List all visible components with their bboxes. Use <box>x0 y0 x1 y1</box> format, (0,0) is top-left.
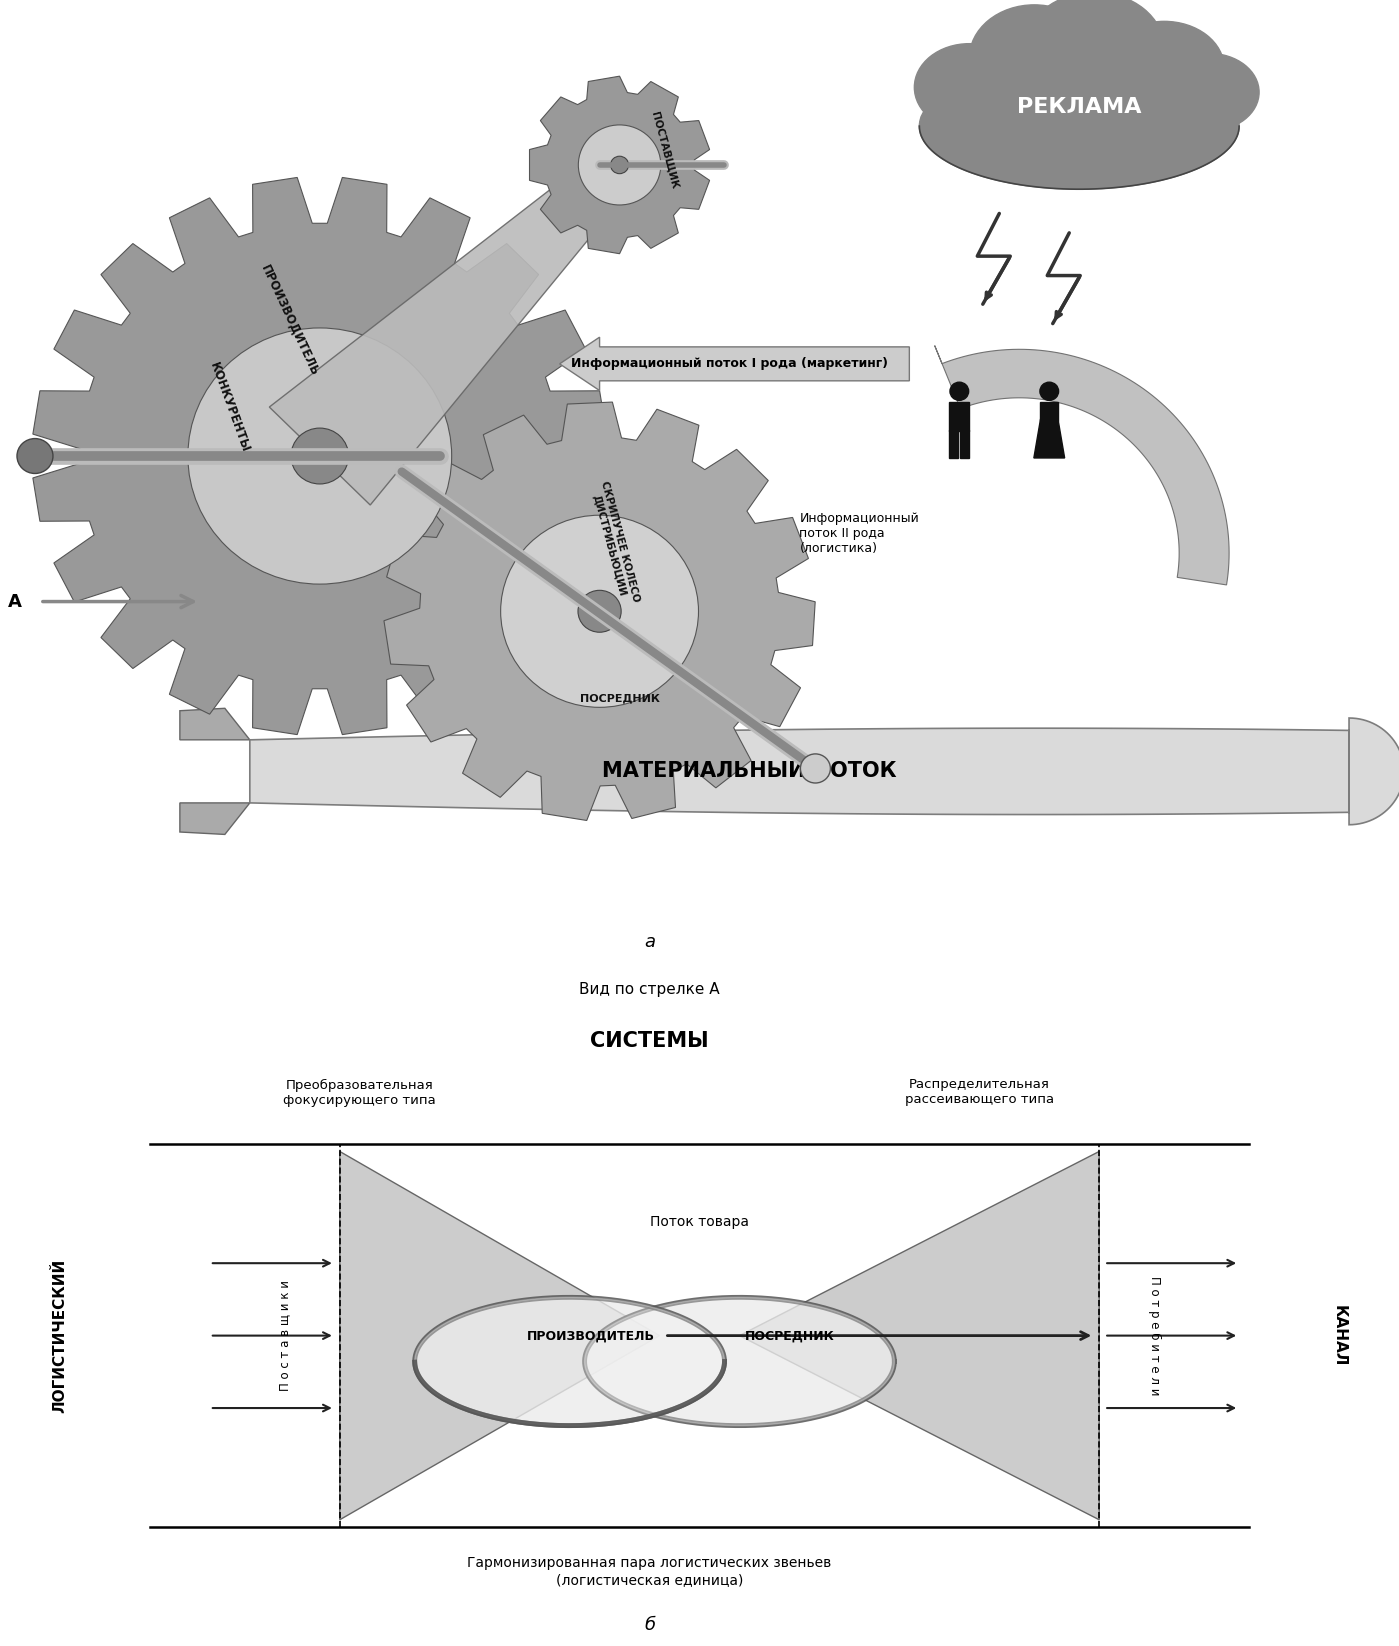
Ellipse shape <box>919 63 1240 189</box>
Polygon shape <box>414 1297 725 1425</box>
Text: а: а <box>644 933 655 951</box>
Text: П о т р е б и т е л и: П о т р е б и т е л и <box>1147 1276 1161 1396</box>
Text: МАТЕРИАЛЬНЫЙ ПОТОК: МАТЕРИАЛЬНЫЙ ПОТОК <box>602 762 897 782</box>
Polygon shape <box>935 346 1230 584</box>
Text: Информационный
поток II рода
(логистика): Информационный поток II рода (логистика) <box>799 512 919 555</box>
Polygon shape <box>414 1297 725 1425</box>
Text: ПРОИЗВОДИТЕЛЬ: ПРОИЗВОДИТЕЛЬ <box>259 263 322 379</box>
Polygon shape <box>585 1297 894 1425</box>
Ellipse shape <box>1104 21 1224 115</box>
Text: А: А <box>8 593 22 611</box>
Polygon shape <box>585 1297 894 1425</box>
Text: Гармонизированная пара логистических звеньев
(логистическая единица): Гармонизированная пара логистических зве… <box>467 1557 831 1587</box>
Ellipse shape <box>1160 53 1259 132</box>
Polygon shape <box>950 430 958 458</box>
Text: СИСТЕМЫ: СИСТЕМЫ <box>590 1030 709 1050</box>
Text: Распределительная
рассеивающего типа: Распределительная рассеивающего типа <box>905 1078 1053 1106</box>
Text: ПОСРЕДНИК: ПОСРЕДНИК <box>579 693 659 703</box>
Polygon shape <box>529 76 709 253</box>
FancyArrow shape <box>560 337 909 390</box>
Circle shape <box>950 382 968 400</box>
Polygon shape <box>1034 420 1065 458</box>
Circle shape <box>1039 382 1059 400</box>
Text: П о с т а в щ и к и: П о с т а в щ и к и <box>278 1281 291 1391</box>
Text: Вид по стрелке А: Вид по стрелке А <box>579 981 720 996</box>
Circle shape <box>800 754 831 783</box>
Text: ЛОГИСТИЧЕСКИЙ: ЛОГИСТИЧЕСКИЙ <box>52 1259 67 1412</box>
Text: КОНКУРЕНТЫ: КОНКУРЕНТЫ <box>207 360 252 454</box>
Circle shape <box>578 125 660 206</box>
Polygon shape <box>740 1152 1100 1519</box>
Circle shape <box>578 591 621 632</box>
Text: РЕКЛАМА: РЕКЛАМА <box>1017 97 1142 117</box>
Polygon shape <box>32 178 607 734</box>
Text: Преобразовательная
фокусирующего типа: Преобразовательная фокусирующего типа <box>284 1078 436 1106</box>
Polygon shape <box>960 430 970 458</box>
Text: Информационный поток I рода (маркетинг): Информационный поток I рода (маркетинг) <box>571 357 888 370</box>
Polygon shape <box>340 1152 659 1519</box>
Polygon shape <box>270 148 637 505</box>
Circle shape <box>187 328 452 584</box>
Polygon shape <box>950 402 970 431</box>
Polygon shape <box>180 803 250 835</box>
Circle shape <box>291 428 348 484</box>
Text: Поток товара: Поток товара <box>651 1215 748 1230</box>
Ellipse shape <box>970 5 1100 112</box>
Text: КАНАЛ: КАНАЛ <box>1332 1305 1347 1366</box>
Ellipse shape <box>1024 0 1164 105</box>
Polygon shape <box>250 718 1399 825</box>
Ellipse shape <box>915 44 1024 132</box>
Text: ПОСТАВЩИК: ПОСТАВЩИК <box>649 110 680 189</box>
Text: СКРИПУЧЕЕ КОЛЕСО
ДИСТРИБЬЮЦИИ: СКРИПУЧЕЕ КОЛЕСО ДИСТРИБЬЮЦИИ <box>588 481 641 606</box>
Text: ПРОИЗВОДИТЕЛЬ: ПРОИЗВОДИТЕЛЬ <box>526 1328 655 1341</box>
Text: б: б <box>644 1616 655 1634</box>
Polygon shape <box>1041 402 1058 421</box>
Polygon shape <box>180 708 250 739</box>
Circle shape <box>610 156 628 174</box>
Circle shape <box>17 438 53 474</box>
Circle shape <box>501 515 698 708</box>
Text: ПОСРЕДНИК: ПОСРЕДНИК <box>744 1328 834 1341</box>
Polygon shape <box>383 402 816 820</box>
